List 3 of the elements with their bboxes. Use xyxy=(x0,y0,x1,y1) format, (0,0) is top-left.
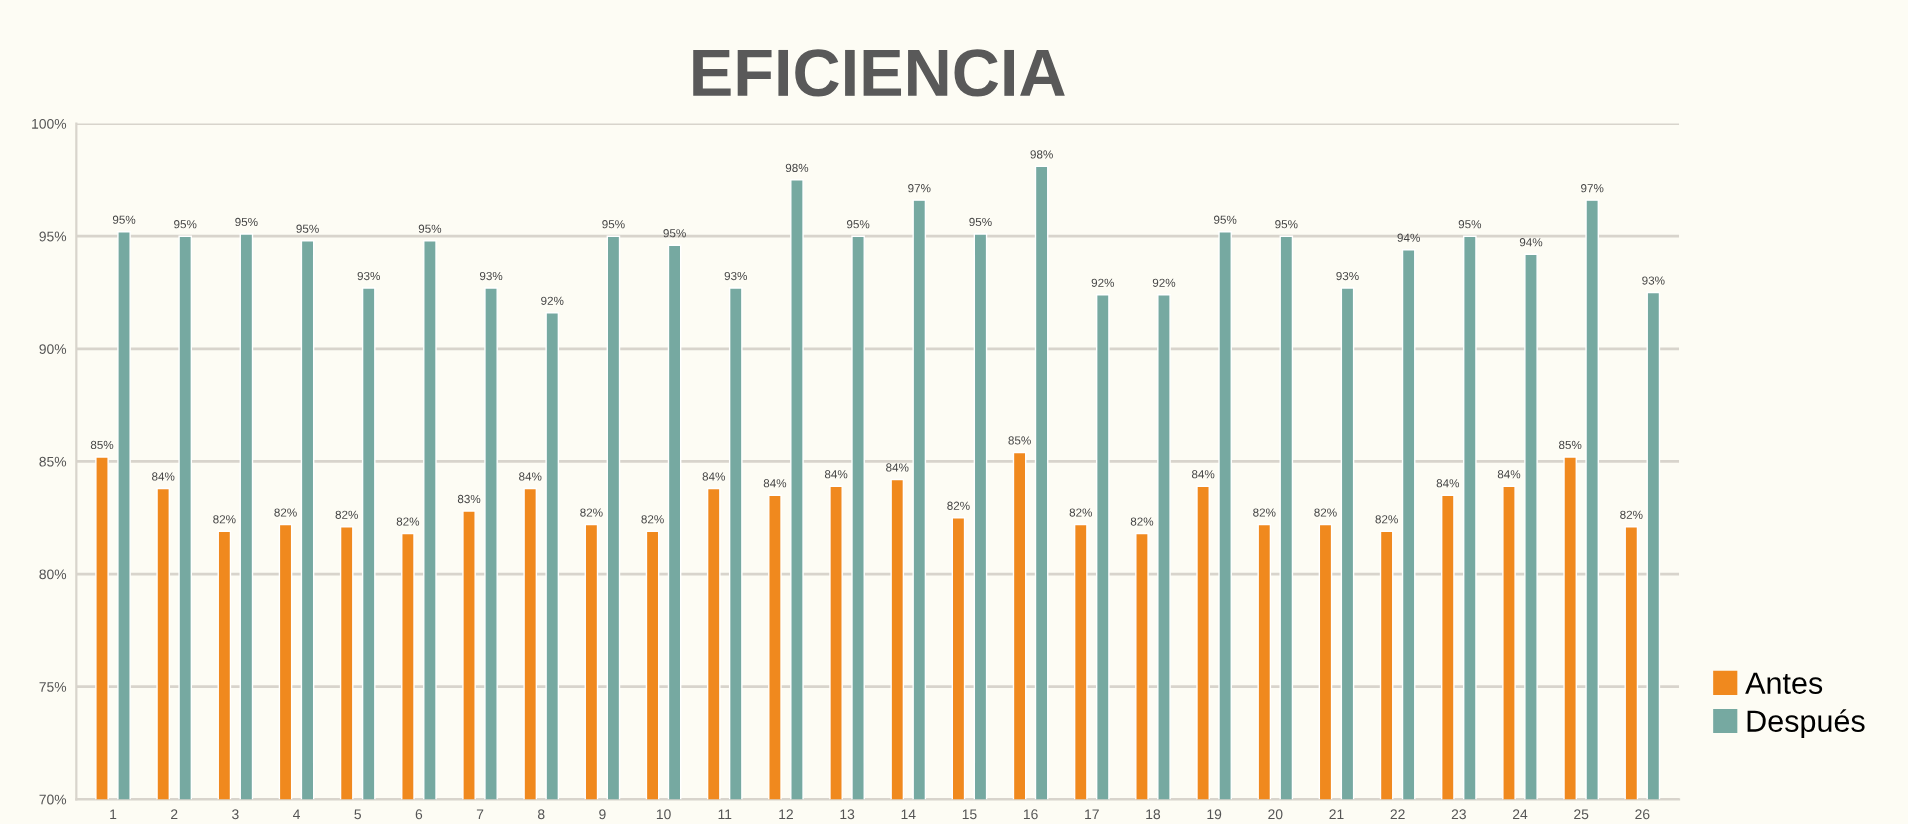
legend-label: Después xyxy=(1747,709,1865,738)
chart-title: EFICIENCIA xyxy=(693,49,1065,97)
legend-label: Antes xyxy=(1745,672,1823,694)
